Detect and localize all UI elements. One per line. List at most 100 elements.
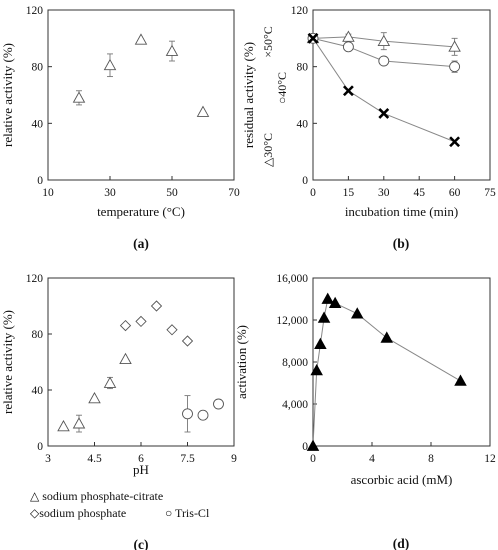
data-point [342, 41, 354, 53]
y-tick-label: 120 [26, 5, 44, 17]
data-point [342, 85, 354, 97]
panel-b: 0 15 30 45 60 75 0 40 80 120 incubation time (min)… [241, 5, 496, 251]
data-point [454, 374, 467, 386]
y-tick-label: 12,000 [276, 315, 308, 327]
legend-entry: △ sodium phosphate-citrate [30, 489, 163, 503]
data-point [342, 30, 355, 42]
data-point [378, 107, 390, 119]
legend-entry: ○40°C [275, 72, 289, 104]
y-tick-label: 40 [297, 118, 309, 130]
data-point [448, 40, 461, 52]
y-tick-label: 0 [37, 441, 43, 453]
y-tick-label: 0 [302, 441, 308, 453]
y-axis-label: relative activity (%) [0, 43, 15, 147]
panel-label: (b) [393, 236, 410, 251]
x-tick-label: 45 [413, 187, 425, 199]
legend-entry: ○ Tris-Cl [165, 506, 210, 520]
x-tick-label: 0 [310, 453, 316, 465]
y-tick-label: 120 [26, 273, 44, 285]
series-line [312, 298, 461, 447]
y-axis-label: residual activity (%) [241, 42, 256, 148]
data-point [378, 55, 390, 67]
data-point [314, 337, 327, 349]
data-point [328, 296, 342, 309]
data-point [317, 311, 331, 323]
y-tick-label: 80 [32, 62, 44, 74]
y-tick-label: 40 [32, 385, 44, 397]
data-point [134, 33, 148, 45]
y-tick-label: 4,000 [282, 399, 308, 411]
y-tick-label: 0 [302, 175, 308, 187]
data-point [306, 439, 320, 451]
legend-entry: ◇sodium phosphate [30, 506, 126, 520]
plot-frame [312, 9, 491, 181]
plot-frame [47, 9, 235, 181]
data-point [321, 292, 335, 304]
x-tick-label: 10 [42, 187, 54, 199]
legend-entry: △30°C [261, 133, 275, 167]
data-point [135, 315, 147, 328]
data-point [213, 398, 224, 410]
x-tick-label: 12 [484, 453, 496, 465]
data-point [449, 61, 461, 73]
data-point [72, 91, 86, 103]
y-tick-label: 80 [32, 329, 44, 341]
x-tick-label: 7.5 [180, 453, 195, 465]
y-axis-label: activation (%) [234, 325, 249, 399]
y-tick-label: 40 [32, 118, 44, 130]
data-point [119, 319, 132, 332]
plot-frame [312, 277, 491, 447]
x-axis-label: ascorbic acid (mM) [351, 472, 453, 487]
x-tick-label: 0 [310, 187, 316, 199]
panel-c: 3 4.5 6 7.5 9 0 40 80 120 pH relative activity (%)… [0, 273, 237, 550]
x-axis-label: pH [133, 462, 149, 477]
series-line [312, 38, 455, 143]
y-tick-label: 16,000 [276, 273, 308, 285]
data-point [182, 408, 193, 420]
x-tick-label: 6 [138, 453, 144, 465]
data-point [197, 409, 209, 421]
x-tick-label: 70 [228, 187, 240, 199]
series-line [312, 37, 455, 68]
data-point [166, 324, 178, 336]
data-point [196, 105, 210, 117]
x-tick-label: 8 [428, 453, 434, 465]
x-tick-label: 30 [378, 187, 390, 199]
panel-d: 0 4 8 12 0 4,000 8,000 12,000 16,000 ascorbic aci… [234, 273, 496, 550]
data-point [88, 391, 101, 404]
data-point [449, 136, 461, 148]
y-tick-label: 8,000 [282, 357, 308, 369]
data-point [377, 34, 391, 47]
x-tick-label: 3 [45, 453, 51, 465]
x-axis-label: incubation time (min) [345, 204, 458, 219]
panel-label: (c) [134, 537, 149, 550]
panel-label: (a) [133, 236, 149, 251]
x-tick-label: 60 [449, 187, 461, 199]
plot-frame [47, 277, 235, 447]
data-point [57, 419, 70, 432]
panel-label: (d) [393, 536, 410, 550]
data-point [350, 307, 364, 319]
data-point [119, 352, 132, 365]
x-axis-label: temperature (°C) [97, 204, 185, 219]
x-tick-label: 75 [484, 187, 496, 199]
y-tick-label: 0 [37, 175, 43, 187]
y-tick-label: 80 [297, 62, 309, 74]
data-point [103, 376, 117, 388]
x-tick-label: 4 [369, 453, 375, 465]
y-axis-label: relative activity (%) [0, 310, 15, 414]
data-point [165, 44, 179, 56]
x-tick-label: 30 [104, 187, 116, 199]
data-point [72, 417, 86, 429]
x-tick-label: 50 [166, 187, 178, 199]
x-tick-label: 9 [231, 453, 237, 465]
data-point [103, 58, 117, 71]
panel-a: 10 30 50 70 0 40 80 120 temperature (°C) relative… [0, 5, 240, 251]
data-point [181, 335, 194, 347]
x-tick-label: 4.5 [87, 453, 102, 465]
data-point [310, 363, 323, 376]
data-point [307, 32, 319, 44]
x-tick-label: 15 [343, 187, 355, 199]
series-line [312, 36, 455, 48]
